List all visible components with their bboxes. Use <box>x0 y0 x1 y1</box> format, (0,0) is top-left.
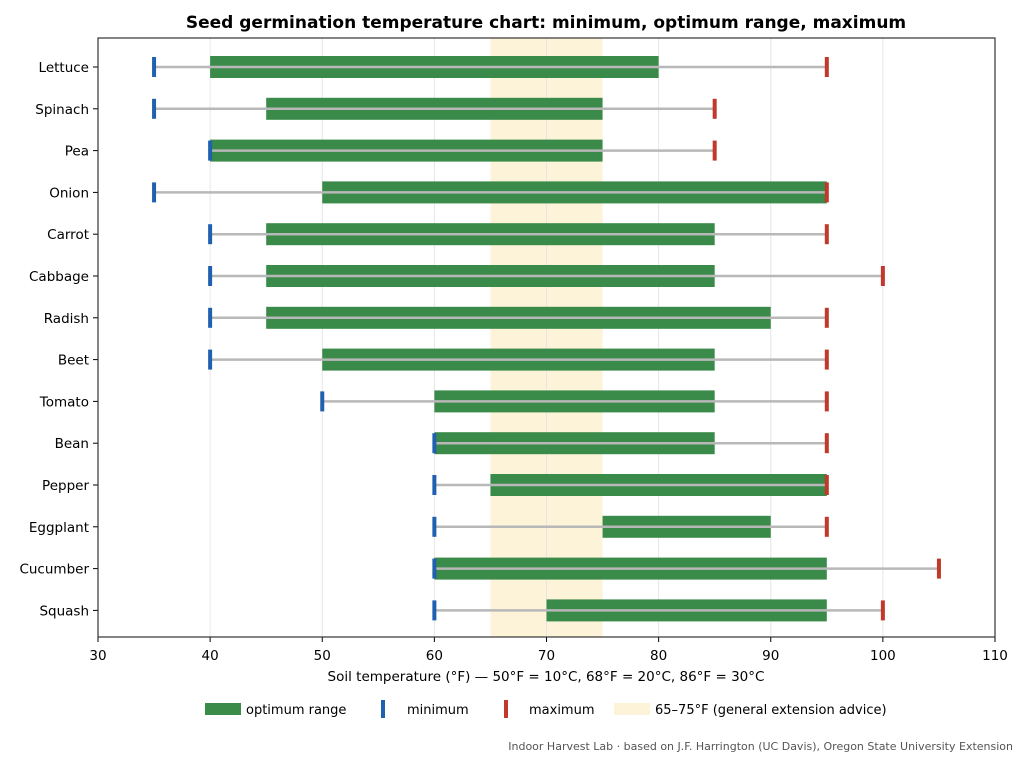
plot-frame <box>97 37 996 638</box>
legend-label-band: 65–75°F (general extension advice) <box>655 703 887 718</box>
minimum-marker <box>152 57 157 77</box>
x-axis-label: Soil temperature (°F) — 50°F = 10°C, 68°… <box>328 669 765 685</box>
x-tick-label: 110 <box>982 648 1008 664</box>
y-tick-label: Pea <box>65 144 89 160</box>
maximum-marker <box>936 558 941 579</box>
maximum-marker <box>824 475 829 495</box>
y-tick-label: Beet <box>58 353 89 369</box>
maximum-marker <box>712 98 717 119</box>
x-tick-label: 90 <box>762 648 779 664</box>
x-tick-label: 60 <box>426 648 443 664</box>
minimum-marker <box>208 224 213 245</box>
chart-title: Seed germination temperature chart: mini… <box>186 13 906 33</box>
y-tick-label: Spinach <box>35 102 89 118</box>
minimum-marker <box>152 182 157 203</box>
maximum-marker <box>880 600 885 621</box>
maximum-marker <box>824 349 829 370</box>
source-note: Indoor Harvest Lab · based on J.F. Harri… <box>508 740 1013 753</box>
minimum-marker <box>208 140 213 161</box>
minimum-marker <box>208 266 213 286</box>
legend-label-maximum: maximum <box>529 703 595 718</box>
maximum-marker <box>824 57 829 77</box>
maximum-marker <box>824 433 829 454</box>
minimum-marker <box>432 558 437 579</box>
y-tick-label: Bean <box>55 436 89 452</box>
maximum-marker <box>824 224 829 245</box>
minimum-marker <box>432 433 437 454</box>
y-tick-label: Carrot <box>47 227 89 243</box>
y-tick-label: Radish <box>44 311 89 327</box>
plot-area: 30 40 50 60 70 80 90 100 110 Lettuce Spinach Pea Oni… <box>19 37 1008 664</box>
x-tick-label: 100 <box>870 648 896 664</box>
minimum-marker <box>432 516 437 537</box>
y-tick-label: Eggplant <box>29 520 89 536</box>
y-tick-label: Cabbage <box>29 269 89 285</box>
maximum-marker <box>880 266 885 286</box>
legend-swatch-optimum <box>205 703 241 715</box>
x-tick-label: 70 <box>538 648 555 664</box>
y-tick-label: Tomato <box>39 394 89 410</box>
minimum-marker <box>208 307 213 328</box>
minimum-marker <box>320 391 325 412</box>
y-tick-label: Lettuce <box>39 60 89 76</box>
legend-label-optimum: optimum range <box>246 703 346 718</box>
legend-swatch-minimum <box>381 700 385 718</box>
y-tick-label: Squash <box>39 603 89 619</box>
y-tick-label: Cucumber <box>19 562 89 578</box>
minimum-marker <box>152 98 157 119</box>
x-tick-label: 40 <box>202 648 219 664</box>
legend-label-minimum: minimum <box>407 703 469 718</box>
x-tick-label: 80 <box>650 648 667 664</box>
y-tick-label: Onion <box>49 185 89 201</box>
minimum-marker <box>432 600 437 621</box>
maximum-marker <box>824 307 829 328</box>
maximum-marker <box>824 516 829 537</box>
x-tick-label: 50 <box>314 648 331 664</box>
minimum-marker <box>432 475 437 495</box>
minimum-marker <box>208 349 213 370</box>
maximum-marker <box>824 391 829 412</box>
maximum-marker <box>824 182 829 203</box>
x-tick-label: 30 <box>89 648 106 664</box>
maximum-marker <box>712 140 717 161</box>
legend-swatch-band <box>614 703 650 715</box>
legend-swatch-maximum <box>504 700 508 718</box>
y-tick-label: Pepper <box>42 478 89 494</box>
legend: optimum range minimum maximum 65–75°F (gene… <box>205 700 887 718</box>
